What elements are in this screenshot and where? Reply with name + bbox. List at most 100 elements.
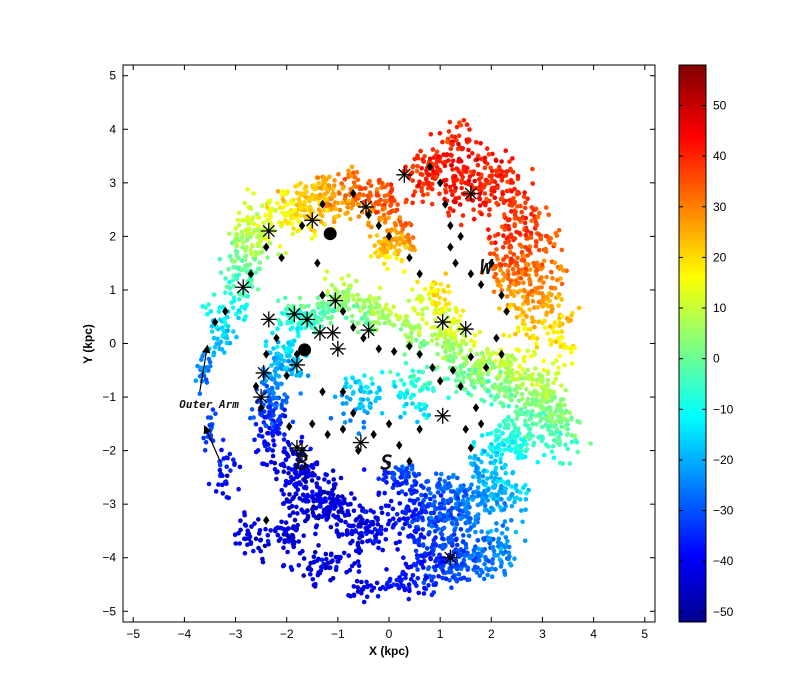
velocity-point bbox=[358, 521, 363, 527]
velocity-point bbox=[364, 594, 370, 599]
velocity-point bbox=[439, 308, 445, 313]
velocity-point bbox=[302, 477, 307, 483]
velocity-point bbox=[488, 460, 494, 466]
velocity-point bbox=[345, 511, 351, 516]
velocity-point bbox=[409, 466, 415, 472]
velocity-point bbox=[263, 339, 269, 344]
velocity-point bbox=[563, 387, 568, 393]
velocity-point bbox=[395, 372, 401, 377]
annotation-label: Outer Arm bbox=[179, 398, 239, 411]
velocity-point bbox=[350, 200, 356, 205]
velocity-point bbox=[374, 301, 380, 307]
velocity-point bbox=[287, 499, 293, 504]
velocity-point bbox=[424, 479, 429, 485]
velocity-point bbox=[486, 152, 492, 157]
velocity-point bbox=[279, 525, 284, 531]
velocity-point bbox=[547, 337, 553, 343]
velocity-point bbox=[280, 398, 286, 404]
velocity-point bbox=[576, 305, 582, 311]
velocity-point bbox=[253, 270, 259, 275]
velocity-point bbox=[506, 226, 512, 232]
velocity-point bbox=[220, 491, 226, 496]
velocity-point bbox=[509, 518, 514, 523]
velocity-point bbox=[361, 467, 367, 472]
velocity-point bbox=[460, 509, 465, 514]
velocity-point bbox=[485, 346, 490, 352]
velocity-point bbox=[499, 382, 504, 387]
velocity-point bbox=[217, 256, 223, 262]
velocity-point bbox=[197, 391, 203, 397]
velocity-point bbox=[507, 217, 512, 222]
velocity-point bbox=[401, 382, 407, 387]
velocity-point bbox=[457, 502, 463, 507]
velocity-point bbox=[505, 268, 511, 274]
velocity-point bbox=[407, 221, 412, 226]
velocity-point bbox=[495, 278, 500, 284]
velocity-point bbox=[268, 528, 274, 533]
velocity-point bbox=[370, 522, 376, 527]
velocity-point bbox=[290, 231, 296, 237]
velocity-point bbox=[359, 579, 364, 585]
velocity-point bbox=[496, 164, 502, 170]
velocity-point bbox=[502, 447, 507, 453]
asterisk-marker bbox=[260, 311, 277, 328]
velocity-point bbox=[464, 359, 470, 365]
velocity-point bbox=[384, 582, 390, 587]
velocity-point bbox=[498, 267, 503, 273]
velocity-point bbox=[346, 168, 351, 174]
velocity-point bbox=[575, 449, 580, 455]
velocity-point bbox=[504, 254, 510, 259]
velocity-point bbox=[365, 410, 370, 416]
velocity-point bbox=[356, 214, 362, 219]
velocity-point bbox=[355, 585, 361, 590]
velocity-point bbox=[388, 369, 393, 375]
velocity-point bbox=[492, 397, 498, 402]
velocity-point bbox=[500, 191, 506, 197]
velocity-point bbox=[534, 422, 539, 427]
velocity-point bbox=[498, 400, 503, 406]
velocity-point bbox=[415, 419, 420, 425]
velocity-point bbox=[406, 237, 412, 243]
velocity-point bbox=[470, 151, 475, 156]
velocity-point bbox=[449, 153, 454, 158]
velocity-point bbox=[559, 424, 564, 430]
velocity-point bbox=[225, 455, 230, 461]
velocity-point bbox=[365, 539, 370, 544]
velocity-point bbox=[236, 486, 241, 492]
velocity-point bbox=[357, 550, 362, 556]
velocity-point bbox=[280, 311, 285, 316]
velocity-point bbox=[438, 282, 444, 287]
velocity-point bbox=[405, 516, 411, 521]
velocity-point bbox=[552, 286, 558, 291]
velocity-point bbox=[517, 411, 523, 416]
velocity-point bbox=[508, 360, 514, 366]
velocity-point bbox=[501, 359, 506, 365]
velocity-point bbox=[361, 389, 367, 395]
velocity-point bbox=[316, 570, 321, 575]
velocity-point bbox=[226, 266, 231, 272]
velocity-point bbox=[388, 182, 394, 187]
velocity-point bbox=[528, 267, 533, 272]
velocity-point bbox=[294, 373, 299, 378]
velocity-point bbox=[479, 433, 485, 438]
velocity-point bbox=[384, 567, 389, 572]
velocity-point bbox=[477, 191, 483, 196]
velocity-point bbox=[492, 359, 498, 364]
velocity-point bbox=[480, 491, 485, 497]
velocity-point bbox=[443, 486, 448, 491]
velocity-point bbox=[374, 187, 380, 192]
velocity-point bbox=[428, 515, 434, 521]
velocity-point bbox=[253, 421, 259, 427]
velocity-point bbox=[365, 193, 371, 199]
velocity-point bbox=[416, 510, 422, 516]
velocity-point bbox=[463, 520, 469, 526]
velocity-point bbox=[532, 264, 538, 269]
velocity-point bbox=[388, 201, 394, 207]
velocity-point bbox=[467, 127, 472, 132]
velocity-point bbox=[510, 439, 516, 445]
velocity-point bbox=[400, 226, 406, 232]
velocity-point bbox=[413, 563, 419, 568]
velocity-point bbox=[512, 216, 518, 221]
velocity-point bbox=[331, 482, 337, 488]
velocity-point bbox=[361, 425, 367, 430]
